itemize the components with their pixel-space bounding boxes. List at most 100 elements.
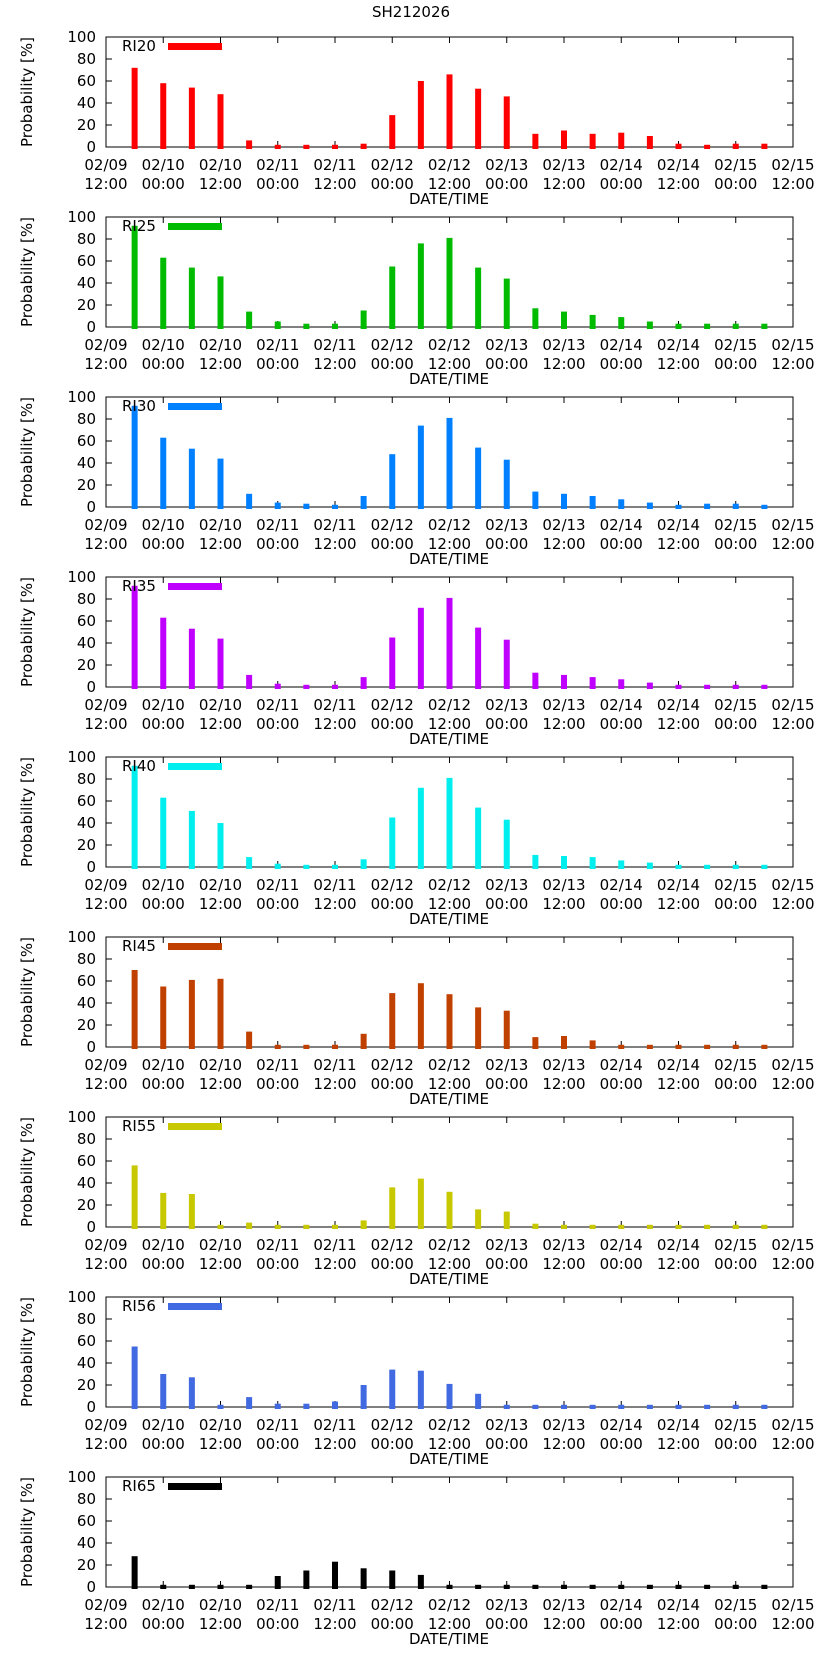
x-tick-label-time: 12:00 — [428, 535, 471, 553]
x-tick-label-time: 12:00 — [428, 895, 471, 913]
y-tick-label: 100 — [67, 28, 96, 46]
x-tick-label-time: 12:00 — [84, 715, 127, 733]
bar — [160, 437, 167, 509]
bar — [160, 1192, 167, 1229]
plot-frame — [105, 1476, 794, 1588]
y-tick-label: 80 — [77, 770, 96, 788]
x-tick-label-date: 02/10 — [142, 876, 185, 894]
bar — [274, 502, 281, 509]
bar — [646, 502, 653, 509]
bar — [704, 1584, 711, 1589]
x-tick-label-date: 02/13 — [542, 1416, 585, 1434]
bar — [732, 684, 739, 689]
y-tick-label: 100 — [67, 208, 96, 226]
x-tick-label-time: 00:00 — [714, 175, 757, 193]
bar — [360, 677, 367, 689]
x-tick-label-date: 02/12 — [428, 336, 471, 354]
bar — [503, 1404, 510, 1409]
bar — [761, 1224, 768, 1229]
x-tick-label-time: 00:00 — [600, 1615, 643, 1633]
x-tick-label-date: 02/14 — [600, 1416, 643, 1434]
bar — [675, 1224, 682, 1229]
legend-label: RI35 — [122, 577, 156, 595]
x-tick-label-time: 12:00 — [199, 895, 242, 913]
bar — [160, 797, 167, 869]
x-tick-label-date: 02/10 — [199, 696, 242, 714]
x-tick-label-date: 02/15 — [771, 516, 814, 534]
legend-label: RI55 — [122, 1117, 156, 1135]
x-tick-label-time: 12:00 — [657, 715, 700, 733]
bar — [246, 857, 253, 869]
x-tick-label-date: 02/10 — [142, 336, 185, 354]
y-tick-label: 0 — [86, 858, 96, 876]
x-tick-label-date: 02/13 — [542, 156, 585, 174]
bar — [732, 1044, 739, 1049]
x-tick-label-time: 12:00 — [199, 1615, 242, 1633]
x-tick-label-time: 00:00 — [142, 355, 185, 373]
bar — [675, 504, 682, 509]
x-tick-label-time: 12:00 — [84, 895, 127, 913]
x-tick-label-date: 02/11 — [256, 1416, 299, 1434]
bar — [332, 323, 338, 329]
bar — [532, 854, 539, 869]
x-tick-label-date: 02/14 — [657, 1416, 700, 1434]
legend-swatch — [168, 943, 222, 950]
bar — [475, 1584, 482, 1589]
bar — [188, 448, 195, 509]
x-tick-label-date: 02/15 — [714, 696, 757, 714]
x-tick-label-time: 12:00 — [657, 1615, 700, 1633]
bar — [532, 672, 539, 689]
x-tick-label-date: 02/15 — [714, 336, 757, 354]
bar — [618, 860, 625, 869]
y-tick-label: 20 — [77, 656, 96, 674]
x-tick-label-date: 02/15 — [771, 1056, 814, 1074]
y-tick-label: 0 — [86, 498, 96, 516]
x-tick-label-date: 02/10 — [199, 1596, 242, 1614]
bar — [360, 859, 367, 869]
bar — [761, 143, 768, 149]
x-tick-label-date: 02/13 — [542, 336, 585, 354]
bar — [389, 1369, 396, 1409]
legend-label: RI40 — [122, 757, 156, 775]
bar — [589, 1224, 596, 1229]
x-tick-label-time: 12:00 — [199, 175, 242, 193]
x-tick-label-time: 00:00 — [714, 1075, 757, 1093]
x-tick-label-date: 02/14 — [657, 516, 700, 534]
x-axis-label: DATE/TIME — [409, 1450, 489, 1468]
bar — [217, 1584, 224, 1589]
x-tick-label-time: 12:00 — [542, 355, 585, 373]
x-tick-label-time: 00:00 — [485, 355, 528, 373]
bar — [188, 87, 195, 149]
x-axis-label: DATE/TIME — [409, 1090, 489, 1108]
y-axis-label: Probability [%] — [18, 757, 36, 867]
x-tick-label-date: 02/13 — [542, 1596, 585, 1614]
bar — [131, 67, 138, 149]
x-tick-label-date: 02/14 — [600, 696, 643, 714]
x-tick-label-time: 00:00 — [371, 715, 414, 733]
y-tick-label: 20 — [77, 116, 96, 134]
bar — [475, 1007, 482, 1049]
bar — [417, 1178, 424, 1229]
x-tick-label-time: 12:00 — [657, 1075, 700, 1093]
bar — [360, 143, 367, 149]
y-tick-label: 20 — [77, 1016, 96, 1034]
x-tick-label-time: 00:00 — [485, 535, 528, 553]
y-tick-label: 80 — [77, 950, 96, 968]
x-tick-label-date: 02/13 — [542, 516, 585, 534]
y-axis-label: Probability [%] — [18, 1477, 36, 1587]
bar — [332, 864, 338, 869]
figure-title: SH212026 — [372, 3, 450, 21]
bar — [131, 1346, 138, 1409]
x-tick-label-date: 02/11 — [256, 1056, 299, 1074]
bar — [561, 1404, 567, 1409]
x-tick-label-date: 02/15 — [714, 1596, 757, 1614]
bar — [389, 637, 396, 689]
legend-label: RI56 — [122, 1297, 156, 1315]
bar — [561, 1584, 567, 1589]
x-tick-label-time: 12:00 — [313, 1615, 356, 1633]
bar — [217, 978, 224, 1049]
bar — [417, 983, 424, 1049]
x-tick-label-time: 12:00 — [657, 1435, 700, 1453]
bar — [246, 1031, 253, 1049]
